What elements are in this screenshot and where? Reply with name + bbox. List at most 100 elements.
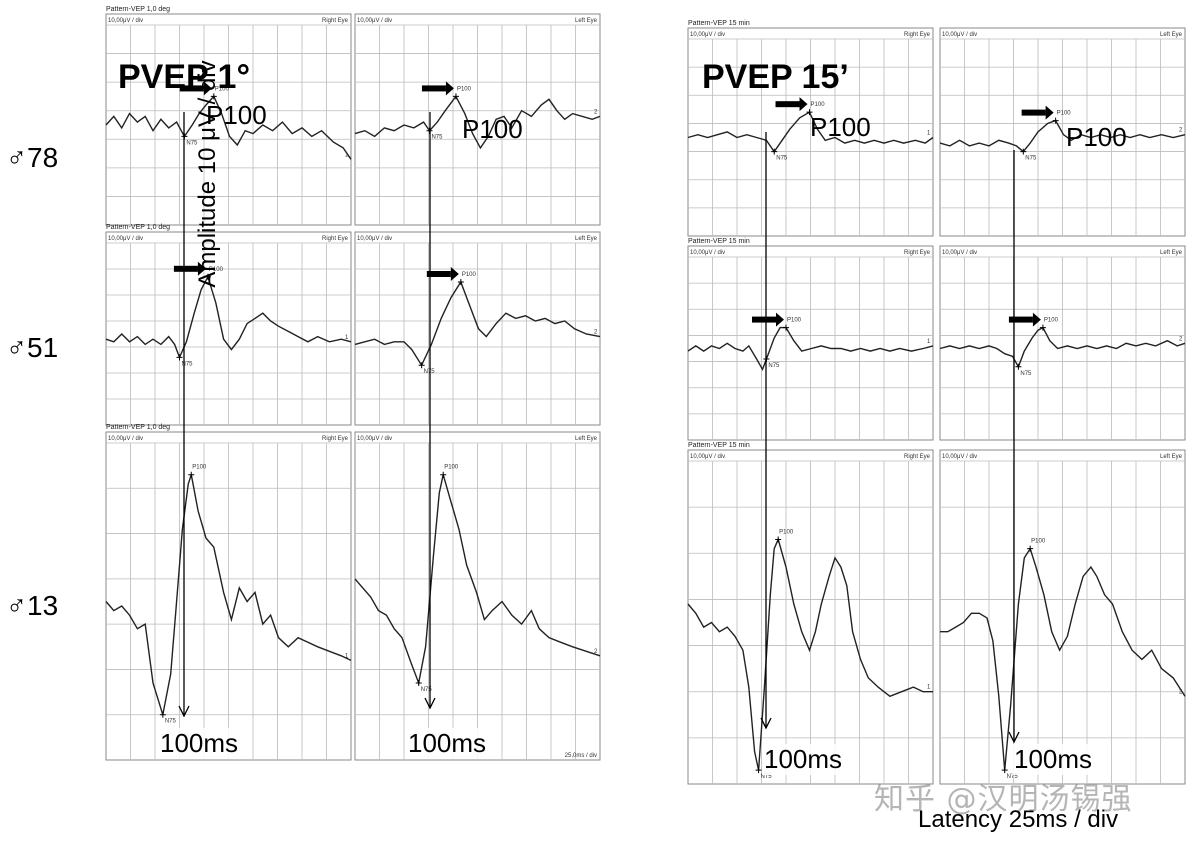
peak-label-p100: P100 bbox=[1044, 318, 1059, 324]
scale-label: 10,00μV / div bbox=[357, 18, 392, 24]
peak-arrow-head bbox=[197, 261, 206, 276]
peak-marker-p100 bbox=[1027, 545, 1034, 552]
latency-marker-arrowhead bbox=[760, 717, 772, 730]
y-axis-label: Amplitude 10 μV / div bbox=[194, 60, 221, 288]
latency-marker-2 bbox=[424, 112, 436, 710]
peak-arrow-shaft bbox=[775, 101, 800, 108]
vep-trace-series bbox=[105, 474, 352, 715]
eye-label: Right Eye bbox=[904, 454, 931, 460]
vep-plot-0-2-0: 10,00μV / div Right Eye Pattern-VEP 1,0 de… bbox=[105, 424, 352, 761]
vep-plot-1-1-1: 10,00μV / div Left Eye 2 N75 P100 bbox=[939, 245, 1186, 441]
peak-arrow-shaft bbox=[173, 265, 198, 272]
channel-label: 1 bbox=[927, 339, 931, 345]
eye-label: Right Eye bbox=[322, 236, 349, 242]
channel-label: 2 bbox=[1179, 128, 1183, 134]
peak-marker-p100 bbox=[452, 93, 459, 100]
peak-marker-p100 bbox=[204, 273, 211, 280]
latency-marker-label-3: 100ms bbox=[762, 744, 845, 775]
peak-arrow-shaft bbox=[1008, 316, 1033, 323]
peak-label-n75: N75 bbox=[761, 774, 773, 780]
peak-marker-p100 bbox=[775, 536, 782, 543]
peak-arrow-head bbox=[776, 312, 784, 327]
eye-label: Right Eye bbox=[322, 18, 349, 24]
peak-marker-n75 bbox=[418, 362, 425, 369]
scale-label: 10,00μV / div bbox=[690, 454, 725, 460]
peak-label-n75: N75 bbox=[776, 156, 788, 162]
x-axis-label: Latency 25ms / div bbox=[918, 806, 1119, 833]
peak-marker-n75 bbox=[1001, 767, 1008, 774]
peak-marker-p100 bbox=[188, 471, 195, 478]
scale-label: 10,00μV / div bbox=[108, 18, 143, 24]
vep-plot-0-1-0: 10,00μV / div Right Eye Pattern-VEP 1,0 de… bbox=[105, 224, 352, 426]
peak-arrow-head bbox=[799, 97, 808, 112]
peak-label-n75: N75 bbox=[431, 135, 443, 141]
p100-label-right-right-eye: P100 bbox=[810, 112, 871, 142]
stimulus-label: Pattern-VEP 1,0 deg bbox=[106, 6, 170, 13]
panel-title-left: PVEP 1° bbox=[118, 58, 251, 96]
latency-marker-4 bbox=[1008, 150, 1020, 744]
scale-label: 10,00μV / div bbox=[357, 436, 392, 442]
vep-plot-1-2-0: 10,00μV / div Right Eye Pattern-VEP 15 min… bbox=[687, 442, 934, 785]
eye-label: Left Eye bbox=[575, 18, 598, 24]
latency-marker-arrowhead bbox=[424, 697, 436, 710]
peak-label-n75: N75 bbox=[768, 363, 780, 369]
latency-marker-label-2: 100ms bbox=[406, 728, 489, 759]
scale-label: 10,00μV / div bbox=[108, 236, 143, 242]
peak-arrow-head bbox=[445, 81, 454, 96]
vep-trace-series bbox=[354, 95, 601, 150]
peak-marker-p100 bbox=[1052, 117, 1059, 124]
scale-label: 10,00μV / div bbox=[690, 250, 725, 256]
peak-marker-n75 bbox=[771, 148, 778, 155]
eye-label: Right Eye bbox=[322, 436, 349, 442]
stimulus-label: Pattern-VEP 1,0 deg bbox=[106, 424, 170, 431]
peak-marker-p100 bbox=[783, 324, 789, 331]
peak-marker-n75 bbox=[1020, 148, 1027, 155]
eye-label: Left Eye bbox=[1160, 250, 1183, 256]
eye-label: Left Eye bbox=[575, 436, 598, 442]
latency-marker-arrowhead bbox=[1008, 731, 1020, 744]
vep-trace-series bbox=[354, 280, 601, 367]
peak-arrow-shaft bbox=[421, 85, 446, 92]
peak-arrow-head bbox=[450, 267, 459, 281]
p100-label-left-right-eye: P100 bbox=[206, 100, 267, 130]
peak-arrow-shaft bbox=[1021, 109, 1046, 116]
subject-label-13: ♂13 bbox=[6, 590, 59, 621]
p100-label-right-left-eye: P100 bbox=[1066, 122, 1127, 152]
peak-arrow-shaft bbox=[179, 85, 204, 92]
stimulus-label: Pattern-VEP 15 min bbox=[688, 442, 750, 449]
peak-label-p100: P100 bbox=[787, 318, 802, 324]
panel-title-right: PVEP 15’ bbox=[702, 58, 849, 96]
channel-label: 1 bbox=[345, 653, 349, 659]
channel-label: 2 bbox=[1179, 689, 1183, 695]
subject-label-51: ♂51 bbox=[6, 332, 59, 363]
eye-label: Left Eye bbox=[1160, 454, 1183, 460]
channel-label: 2 bbox=[594, 109, 598, 115]
vep-plot-0-2-1: 10,00μV / div Left Eye 2 N75 P100 25,0ms / di… bbox=[354, 431, 601, 761]
peak-marker-p100 bbox=[440, 471, 447, 478]
vep-plot-1-2-1: 10,00μV / div Left Eye 2 N75 P100 bbox=[939, 449, 1186, 785]
channel-label: 1 bbox=[345, 335, 349, 341]
peak-label-n75: N75 bbox=[1007, 774, 1019, 780]
watermark: 知乎 @汉明汤锡强 bbox=[874, 782, 1133, 817]
vep-trace-series bbox=[939, 326, 1186, 369]
peak-label-p100: P100 bbox=[192, 465, 207, 471]
peak-arrow-head bbox=[1045, 105, 1054, 120]
peak-arrow-shaft bbox=[426, 271, 451, 277]
peak-label-n75: N75 bbox=[1025, 156, 1037, 162]
eye-label: Left Eye bbox=[575, 236, 598, 242]
scale-label: 10,00μV / div bbox=[942, 32, 977, 38]
vep-plot-0-0-1: 10,00μV / div Left Eye 2 N75 P100 bbox=[354, 13, 601, 226]
peak-marker-n75 bbox=[1015, 363, 1022, 370]
scale-label: 10,00μV / div bbox=[357, 236, 392, 242]
stimulus-label: Pattern-VEP 15 min bbox=[688, 238, 750, 245]
peak-marker-n75 bbox=[159, 711, 166, 718]
eye-label: Left Eye bbox=[1160, 32, 1183, 38]
latency-marker-label-4: 100ms bbox=[1012, 744, 1095, 775]
latency-marker-label-1: 100ms bbox=[158, 728, 241, 759]
vep-plot-0-0-0: 10,00μV / div Right Eye Pattern-VEP 1,0 de… bbox=[105, 6, 352, 226]
vep-plot-1-0-0: 10,00μV / div Right Eye Pattern-VEP 15 min… bbox=[687, 20, 934, 237]
peak-label-p100: P100 bbox=[209, 267, 224, 273]
peak-marker-n75 bbox=[755, 767, 762, 774]
